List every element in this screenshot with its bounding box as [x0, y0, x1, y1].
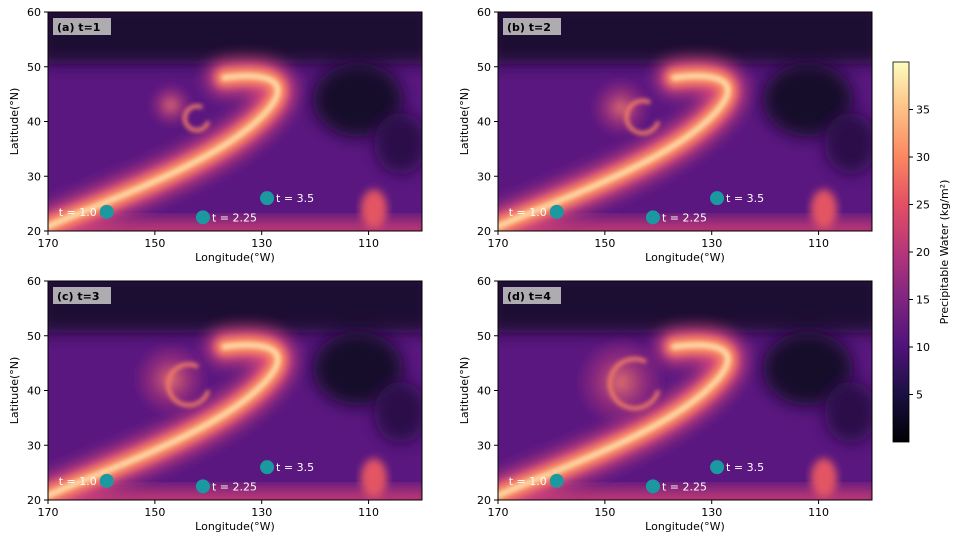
- colorbar-tick-label: 10: [916, 341, 930, 354]
- y-tick-label: 30: [27, 170, 41, 183]
- panel-title-text: (d) t=4: [507, 290, 551, 303]
- time-point-marker: [710, 460, 725, 475]
- panel-c: (c) t=3 170 150 130 110 20 30 40 50 60 Longitude(°…: [8, 275, 423, 533]
- colorbar-tick-label: 5: [916, 389, 923, 402]
- time-point-label: t = 1.0: [509, 475, 547, 488]
- y-tick-label: 50: [27, 61, 41, 74]
- panel-title-text: (c) t=3: [57, 290, 100, 303]
- x-tick-label: 150: [144, 237, 165, 250]
- colorbar-tick-label: 15: [916, 294, 930, 307]
- time-point-label: t = 1.0: [59, 475, 97, 488]
- y-tick-label: 60: [477, 275, 491, 288]
- time-point-marker: [260, 460, 275, 475]
- y-tick-label: 60: [27, 275, 41, 288]
- x-axis-label: Longitude(°W): [645, 251, 725, 264]
- x-tick-label: 170: [488, 237, 509, 250]
- moisture-field: [498, 12, 872, 231]
- time-point-label: t = 2.25: [212, 480, 257, 493]
- x-tick-label: 110: [358, 506, 379, 519]
- panel-title-badge: [503, 18, 561, 35]
- panel-title: (d) t=4: [503, 287, 561, 304]
- panel-title-text: (b) t=2: [507, 21, 551, 34]
- y-tick-label: 50: [27, 330, 41, 343]
- x-tick-label: 130: [701, 237, 722, 250]
- colorbar-tick-label: 25: [916, 199, 930, 212]
- panel-title: (c) t=3: [53, 287, 111, 304]
- y-tick-label: 60: [477, 6, 491, 19]
- time-point-marker: [645, 479, 660, 494]
- y-tick-label: 50: [477, 330, 491, 343]
- panel-title-text: (a) t=1: [57, 21, 100, 34]
- y-tick-label: 40: [27, 116, 41, 129]
- x-axis-label: Longitude(°W): [645, 520, 725, 533]
- y-tick-label: 40: [477, 385, 491, 398]
- time-point-label: t = 3.5: [276, 461, 314, 474]
- x-tick-label: 170: [38, 237, 59, 250]
- y-axis-label: Latitude(°N): [8, 88, 21, 156]
- time-point-label: t = 2.25: [662, 211, 707, 224]
- y-tick-label: 20: [27, 494, 41, 507]
- time-point-marker: [549, 473, 564, 488]
- panel-a: (a) t=1 170 150 130 110 20 30 40 50 60 Longitude(°…: [8, 6, 423, 264]
- x-axis-label: Longitude(°W): [195, 520, 275, 533]
- time-point-marker: [99, 473, 114, 488]
- x-tick-label: 150: [594, 506, 615, 519]
- panel-title-badge: [503, 287, 561, 304]
- colorbar: 5 10 15 20 25 30 35 Precipitable Water (kg/m²): [892, 61, 951, 443]
- time-point-label: t = 1.0: [509, 206, 547, 219]
- x-tick-label: 150: [144, 506, 165, 519]
- x-tick-label: 130: [251, 506, 272, 519]
- x-tick-label: 170: [488, 506, 509, 519]
- y-tick-label: 50: [477, 61, 491, 74]
- x-tick-label: 110: [808, 237, 829, 250]
- y-tick-label: 60: [27, 6, 41, 19]
- time-point-label: t = 3.5: [276, 192, 314, 205]
- y-tick-label: 40: [477, 116, 491, 129]
- time-point-label: t = 1.0: [59, 206, 97, 219]
- colorbar-gradient: [892, 61, 910, 443]
- colorbar-tick-label: 20: [916, 246, 930, 259]
- y-tick-label: 30: [477, 170, 491, 183]
- panel-title: (b) t=2: [503, 18, 561, 35]
- time-point-marker: [195, 479, 210, 494]
- y-tick-label: 40: [27, 385, 41, 398]
- x-tick-label: 150: [594, 237, 615, 250]
- time-point-marker: [195, 210, 210, 225]
- moisture-field: [498, 281, 872, 500]
- y-tick-label: 30: [477, 439, 491, 452]
- y-tick-label: 20: [477, 225, 491, 238]
- time-point-label: t = 2.25: [662, 480, 707, 493]
- time-point-label: t = 2.25: [212, 211, 257, 224]
- y-axis-label: Latitude(°N): [458, 88, 471, 156]
- time-point-label: t = 3.5: [726, 461, 764, 474]
- panel-b: (b) t=2 170 150 130 110 20 30 40 50 60 Longitude(°…: [458, 6, 873, 264]
- colorbar-tick-label: 30: [916, 151, 930, 164]
- time-point-marker: [710, 191, 725, 206]
- y-tick-label: 20: [27, 225, 41, 238]
- x-tick-label: 110: [358, 237, 379, 250]
- x-tick-label: 130: [251, 237, 272, 250]
- panel-d: (d) t=4 170 150 130 110 20 30 40 50 60 Longitude(°…: [458, 275, 873, 533]
- y-tick-label: 30: [27, 439, 41, 452]
- x-tick-label: 130: [701, 506, 722, 519]
- panel-title-badge: [53, 287, 111, 304]
- x-axis-label: Longitude(°W): [195, 251, 275, 264]
- x-tick-label: 170: [38, 506, 59, 519]
- y-tick-label: 20: [477, 494, 491, 507]
- colorbar-tick-label: 35: [916, 104, 930, 117]
- time-point-label: t = 3.5: [726, 192, 764, 205]
- colorbar-label: Precipitable Water (kg/m²): [938, 180, 951, 325]
- moisture-field: [48, 12, 422, 231]
- time-point-marker: [99, 204, 114, 219]
- y-axis-label: Latitude(°N): [8, 357, 21, 425]
- panel-title-badge: [53, 18, 111, 35]
- time-point-marker: [260, 191, 275, 206]
- time-point-marker: [645, 210, 660, 225]
- panel-title: (a) t=1: [53, 18, 111, 35]
- time-point-marker: [549, 204, 564, 219]
- y-axis-label: Latitude(°N): [458, 357, 471, 425]
- x-tick-label: 110: [808, 506, 829, 519]
